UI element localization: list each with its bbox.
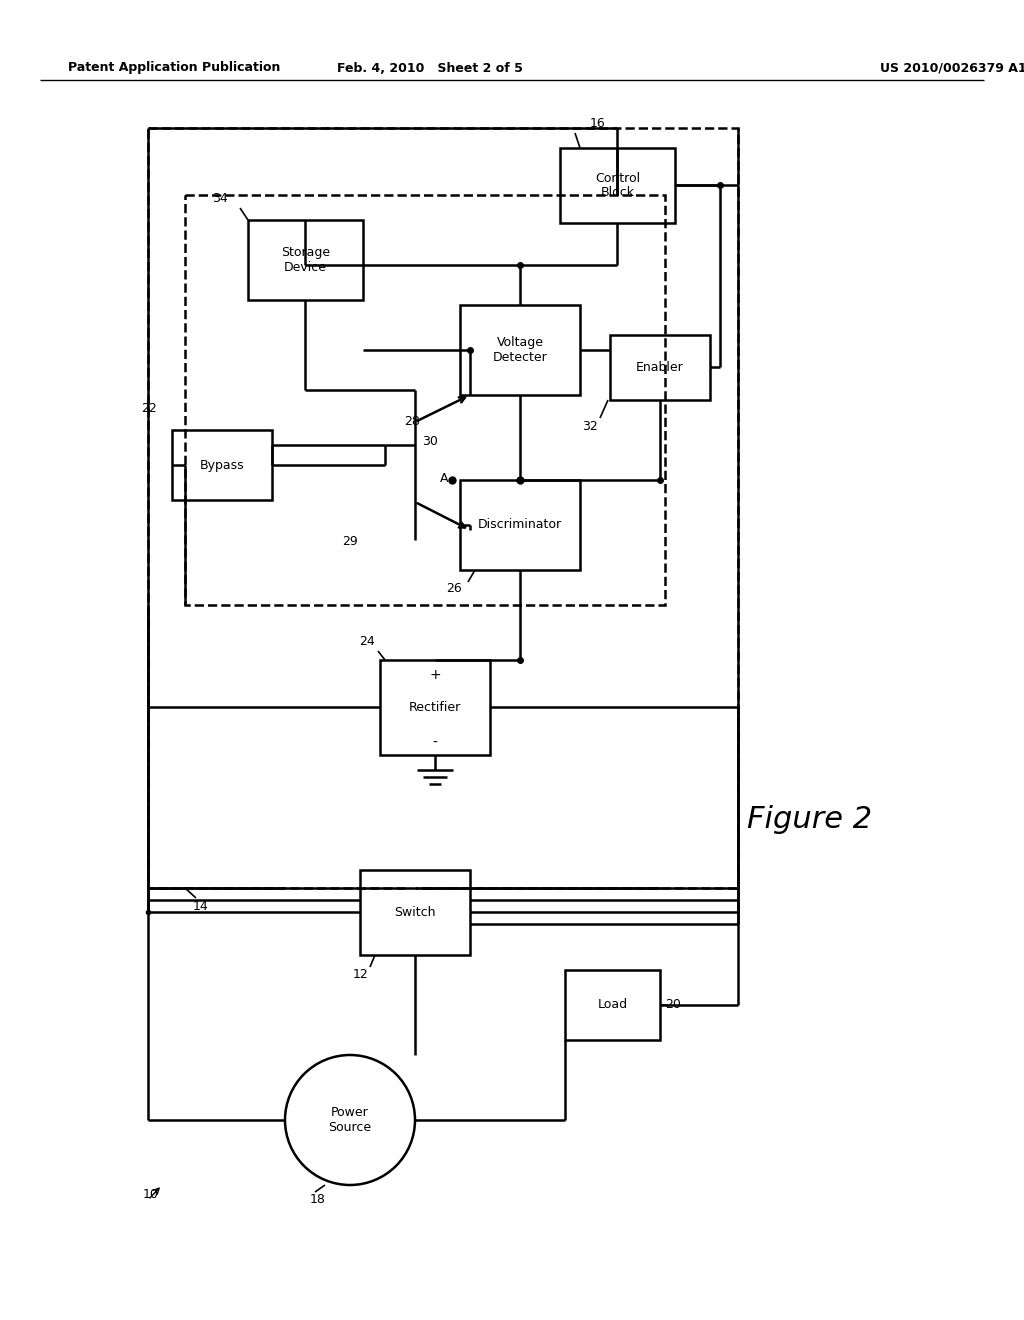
Text: Power
Source: Power Source — [329, 1106, 372, 1134]
Text: 18: 18 — [310, 1193, 326, 1206]
Bar — [172, 430, 272, 500]
Text: Discriminator: Discriminator — [478, 519, 562, 532]
Text: 30: 30 — [422, 436, 438, 447]
Text: Voltage
Detecter: Voltage Detecter — [493, 337, 548, 364]
Text: Feb. 4, 2010   Sheet 2 of 5: Feb. 4, 2010 Sheet 2 of 5 — [337, 62, 523, 74]
Bar — [380, 660, 490, 755]
Bar — [560, 148, 675, 223]
Text: Load: Load — [597, 998, 628, 1011]
Text: 28: 28 — [404, 414, 420, 428]
Bar — [565, 970, 660, 1040]
Text: US 2010/0026379 A1: US 2010/0026379 A1 — [880, 62, 1024, 74]
Text: Storage
Device: Storage Device — [281, 246, 330, 275]
Bar — [148, 128, 738, 888]
Circle shape — [285, 1055, 415, 1185]
Bar — [248, 220, 362, 300]
Text: 10: 10 — [143, 1188, 159, 1201]
Bar — [460, 305, 580, 395]
Text: Rectifier: Rectifier — [409, 701, 461, 714]
Text: 22: 22 — [141, 403, 157, 414]
Text: Enabler: Enabler — [636, 360, 684, 374]
Text: Switch: Switch — [394, 906, 436, 919]
Text: 32: 32 — [583, 420, 598, 433]
Text: +: + — [429, 668, 440, 682]
Text: Patent Application Publication: Patent Application Publication — [68, 62, 281, 74]
Text: 12: 12 — [352, 968, 368, 981]
Text: Figure 2: Figure 2 — [748, 805, 872, 834]
Bar — [610, 335, 710, 400]
Text: 14: 14 — [193, 900, 209, 913]
Text: A: A — [439, 471, 449, 484]
Text: 24: 24 — [359, 635, 375, 648]
Text: 20: 20 — [665, 998, 681, 1011]
Text: Bypass: Bypass — [200, 458, 245, 471]
Text: 34: 34 — [212, 191, 228, 205]
Bar — [185, 195, 665, 605]
Bar — [360, 870, 470, 954]
Text: -: - — [432, 737, 437, 750]
Text: 29: 29 — [342, 535, 358, 548]
Text: 16: 16 — [590, 117, 606, 129]
Bar — [460, 480, 580, 570]
Text: 26: 26 — [446, 582, 462, 595]
Text: Control
Block: Control Block — [595, 172, 640, 199]
